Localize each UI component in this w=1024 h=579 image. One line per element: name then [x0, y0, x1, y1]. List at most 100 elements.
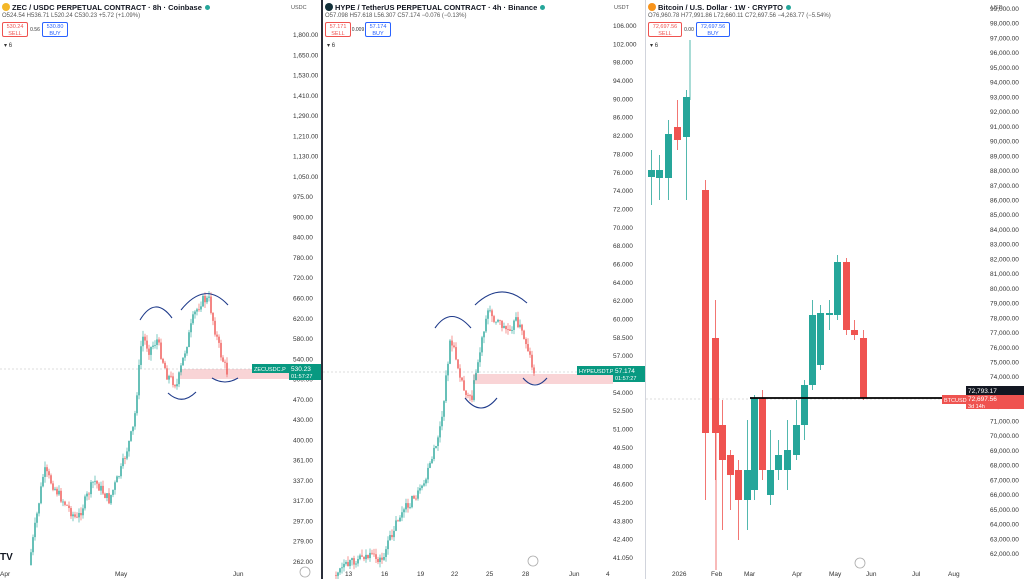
indicators-toggle[interactable]: ▾ 6: [4, 43, 13, 49]
candle: [343, 563, 345, 568]
price-tick: 1,050.00: [293, 174, 319, 181]
price-tick: 96,000.00: [990, 50, 1019, 57]
last-price-label: 57.174: [615, 368, 635, 375]
candle: [367, 554, 369, 559]
candle: [36, 513, 38, 523]
candle: [166, 368, 168, 380]
candle: [192, 314, 194, 324]
zec-chart-canvas[interactable]: 1,800.00 1,650.00 1,530.00 1,410.00 1,290.00…: [0, 0, 322, 579]
indicators-toggle[interactable]: ▾ 6: [650, 43, 659, 49]
candle: [527, 344, 529, 352]
symbol-header[interactable]: HYPE / TetherUS PERPETUAL CONTRACT · 4h …: [325, 3, 546, 12]
currency-label[interactable]: USD: [991, 5, 1003, 11]
buy-button[interactable]: 530.80 BUY: [42, 22, 68, 37]
price-tick: 1,210.00: [293, 133, 319, 140]
candle: [208, 296, 210, 298]
head-shoulders-arc: [180, 293, 229, 311]
candle: [479, 352, 481, 363]
candle: [124, 458, 126, 459]
candle: [525, 339, 527, 345]
panel-divider[interactable]: [321, 0, 323, 579]
candle: [174, 385, 176, 387]
symbol-header[interactable]: ZEC / USDC PERPETUAL CONTRACT · 8h · Coi…: [2, 3, 210, 12]
candle: [475, 372, 477, 381]
sell-button[interactable]: 57.171 SELL: [325, 22, 351, 37]
price-tick: 780.00: [293, 255, 313, 262]
indicators-toggle[interactable]: ▾ 6: [327, 43, 336, 49]
candle: [469, 395, 471, 397]
candle: [88, 493, 90, 495]
sell-button[interactable]: 72,697.56 SELL: [648, 22, 682, 37]
candle: [60, 490, 62, 502]
candle: [212, 312, 214, 321]
candle: [58, 490, 60, 495]
buy-button[interactable]: 72,697.56 BUY: [696, 22, 730, 37]
head-shoulders-arc: [464, 397, 498, 409]
symbol-title[interactable]: Bitcoin / U.S. Dollar · 1W · CRYPTO: [658, 3, 784, 12]
candle: [180, 365, 182, 373]
price-tick: 69,000.00: [990, 448, 1019, 455]
price-tick: 82.000: [613, 133, 633, 140]
trade-buttons: 57.171 SELL 0.009 57.174 BUY: [325, 22, 391, 37]
sell-button[interactable]: 530.24 SELL: [2, 22, 28, 37]
zec-chart-panel[interactable]: 1,800.00 1,650.00 1,530.00 1,410.00 1,290.00…: [0, 0, 322, 579]
panel-divider[interactable]: [645, 0, 646, 579]
candle: [843, 262, 850, 330]
candle: [110, 494, 112, 504]
currency-label[interactable]: USDC: [291, 5, 307, 11]
candle: [345, 562, 347, 564]
candle: [453, 345, 455, 348]
candle: [355, 563, 357, 565]
candle: [92, 481, 94, 483]
candle: [188, 332, 190, 348]
candle: [519, 324, 521, 328]
candle: [461, 377, 463, 381]
candle: [30, 552, 32, 565]
btc-chart-canvas[interactable]: 99,000.00 98,000.00 97,000.00 96,000.00 95,0…: [646, 0, 1024, 579]
buy-button[interactable]: 57.174 BUY: [365, 22, 391, 37]
time-tick: Jun: [569, 571, 580, 578]
price-tick: 297.00: [293, 518, 313, 525]
candle: [447, 363, 449, 376]
candle: [483, 331, 485, 338]
time-tick: Apr: [792, 571, 803, 578]
candle: [834, 262, 841, 315]
symbol-title[interactable]: HYPE / TetherUS PERPETUAL CONTRACT · 4h …: [335, 3, 538, 12]
hype-chart-panel[interactable]: 106.000 102.000 98.000 94.000 90.000 86.000 82…: [323, 0, 646, 579]
price-tick: 67,000.00: [990, 477, 1019, 484]
price-tick: 98.000: [613, 60, 633, 67]
candle: [186, 347, 188, 354]
spread-value: 0.56: [30, 26, 40, 33]
currency-label[interactable]: USDT: [614, 5, 629, 11]
symbol-header[interactable]: Bitcoin / U.S. Dollar · 1W · CRYPTO: [648, 3, 792, 12]
candle: [395, 520, 397, 531]
candle: [204, 295, 206, 303]
candle: [214, 320, 216, 335]
candle: [40, 486, 42, 504]
candle: [401, 512, 403, 518]
candle: [74, 514, 76, 517]
price-tick: 97,000.00: [990, 35, 1019, 42]
candle: [224, 361, 226, 363]
candle: [339, 568, 341, 573]
candle: [505, 326, 507, 330]
time-tick: Jun: [866, 571, 877, 578]
candle: [415, 498, 417, 500]
price-tick: 1,530.00: [293, 73, 319, 80]
hype-chart-canvas[interactable]: 106.000 102.000 98.000 94.000 90.000 86.000 82…: [323, 0, 646, 579]
time-tick: 2026: [672, 571, 687, 578]
candle: [168, 375, 170, 380]
candle: [648, 170, 655, 177]
price-tick: 540.00: [293, 356, 313, 363]
support-zone: [180, 369, 290, 379]
candle: [194, 311, 196, 315]
candle: [76, 516, 78, 518]
candle: [533, 367, 535, 374]
btc-chart-panel[interactable]: 99,000.00 98,000.00 97,000.00 96,000.00 95,0…: [646, 0, 1024, 579]
head-shoulders-arc: [139, 306, 173, 321]
candle: [712, 338, 719, 433]
symbol-title[interactable]: ZEC / USDC PERPETUAL CONTRACT · 8h · Coi…: [12, 3, 202, 12]
time-tick: May: [115, 571, 128, 578]
candle: [116, 476, 118, 483]
